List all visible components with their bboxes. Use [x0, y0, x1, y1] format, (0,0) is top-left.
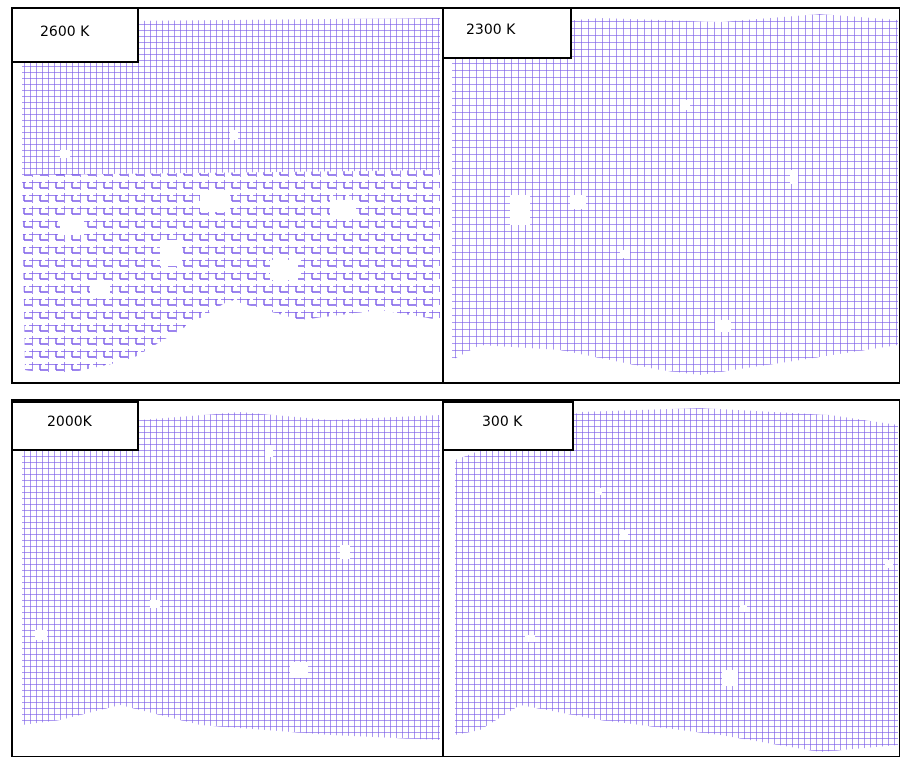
lattice [452, 14, 898, 375]
panel-label: 300 K [482, 414, 523, 430]
panel: 2600 K [11, 7, 444, 384]
voids [510, 100, 798, 332]
label-box [11, 7, 139, 63]
panel-label: 2600 K [40, 24, 90, 40]
panel: 300 K [442, 399, 900, 758]
panel: 2300 K [442, 7, 900, 384]
lattice-disordered [22, 170, 440, 375]
lattice [455, 408, 898, 752]
panel-label: 2000K [47, 414, 93, 430]
panel-label: 2300 K [466, 22, 516, 38]
voids [60, 130, 356, 298]
lattice [22, 412, 440, 740]
panel: 2000K [11, 399, 444, 758]
voids [525, 488, 893, 686]
voids [35, 445, 350, 678]
label-box [442, 7, 572, 59]
label-box [11, 401, 139, 451]
label-box [442, 401, 574, 451]
panel-frame [442, 7, 900, 384]
